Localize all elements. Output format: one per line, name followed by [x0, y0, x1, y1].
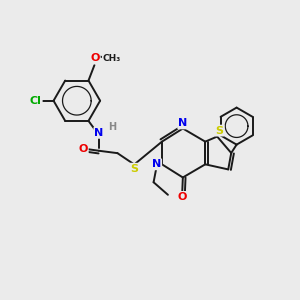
Text: O: O	[90, 53, 100, 64]
Text: CH₃: CH₃	[103, 54, 121, 63]
Text: S: S	[130, 164, 138, 174]
Text: S: S	[216, 126, 224, 136]
Text: O: O	[178, 192, 187, 202]
Text: H: H	[108, 122, 116, 132]
Text: O: O	[78, 144, 88, 154]
Text: Cl: Cl	[30, 96, 42, 106]
Text: N: N	[94, 128, 104, 138]
Text: N: N	[152, 159, 161, 169]
Text: N: N	[178, 118, 188, 128]
